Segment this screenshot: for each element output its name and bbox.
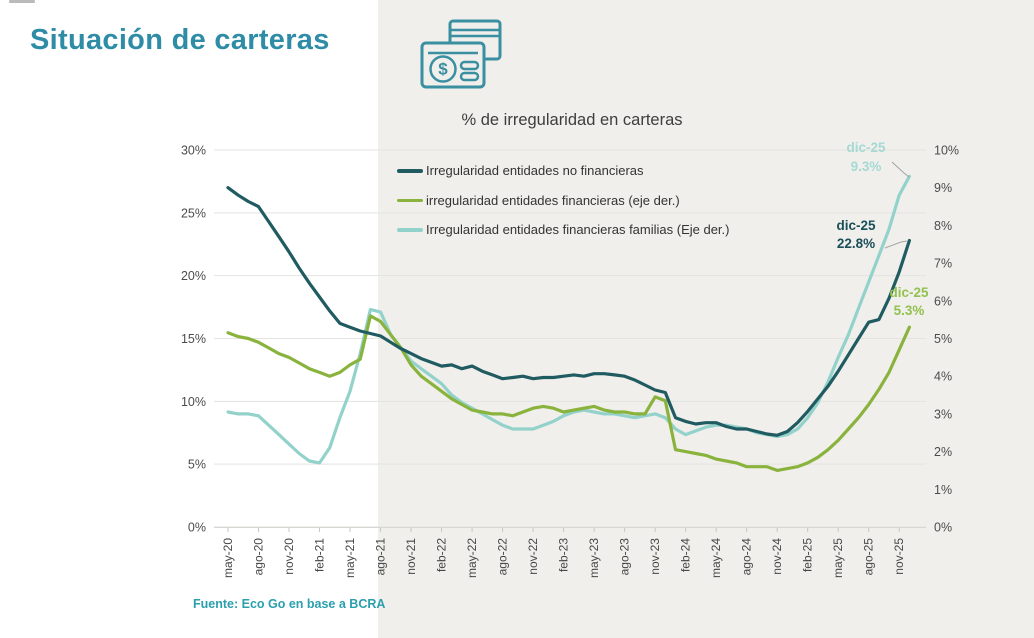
right-axis-tick-label: 2% (934, 445, 952, 459)
legend-swatch (397, 198, 423, 202)
right-axis-tick-label: 9% (934, 181, 952, 195)
legend-swatch (397, 228, 423, 232)
legend-item-1: irregularidad entidades financieras (eje… (397, 186, 730, 216)
left-axis-tick-label: 25% (181, 206, 206, 220)
source-note: Fuente: Eco Go en base a BCRA (193, 597, 386, 611)
annotation-value: 22.8% (837, 236, 875, 251)
left-axis-tick-label: 20% (181, 269, 206, 283)
x-axis-tick-label: feb-21 (313, 538, 327, 572)
x-axis-tick-label: nov-25 (892, 538, 906, 575)
x-axis-tick-label: feb-25 (801, 538, 815, 572)
x-axis-tick-label: feb-22 (435, 538, 449, 572)
series-line-0 (226, 186, 912, 437)
x-axis-tick-label: nov-21 (404, 538, 418, 575)
right-axis-tick-label: 5% (934, 332, 952, 346)
left-axis-tick-label: 10% (181, 395, 206, 409)
x-axis-tick-label: nov-20 (282, 538, 296, 575)
left-axis-tick-label: 0% (188, 521, 206, 535)
x-axis-tick-label: feb-23 (557, 538, 571, 572)
annotation-label: dic-25 (836, 218, 876, 233)
right-axis-tick-label: 8% (934, 219, 952, 233)
left-axis-tick-label: 15% (181, 332, 206, 346)
annotation-leader (884, 240, 908, 249)
series-line-1 (226, 314, 912, 472)
annotation-value: 9.3% (851, 159, 882, 174)
right-axis-tick-label: 7% (934, 257, 952, 271)
credit-cards-icon: $ (420, 19, 502, 89)
annotation-value: 5.3% (894, 303, 925, 318)
x-axis-tick-label: ago-22 (496, 538, 510, 576)
background-band (378, 0, 1034, 638)
x-axis-tick-label: nov-22 (526, 538, 540, 575)
right-axis-tick-label: 10% (934, 144, 959, 158)
x-axis-tick-label: ago-20 (252, 538, 266, 576)
legend-label: irregularidad entidades financieras (eje… (426, 192, 680, 208)
x-axis-tick-label: may-22 (465, 538, 479, 578)
x-axis-tick-label: may-21 (343, 538, 357, 578)
right-axis-tick-label: 4% (934, 370, 952, 384)
x-axis-tick-label: may-25 (831, 538, 845, 578)
x-axis-tick-label: ago-24 (740, 538, 754, 576)
x-axis-tick-label: may-20 (221, 538, 235, 578)
top-edge-artifact (9, 0, 35, 3)
x-axis-tick-label: may-23 (587, 538, 601, 578)
series-line-2 (226, 174, 912, 465)
x-axis-tick-label: nov-23 (648, 538, 662, 575)
left-axis-tick-label: 30% (181, 144, 206, 158)
right-axis-tick-label: 3% (934, 407, 952, 421)
chart-title: % de irregularidad en carteras (461, 111, 683, 129)
page-title: Situación de carteras (30, 24, 330, 56)
x-axis-tick-label: may-24 (709, 538, 723, 578)
annotation-label: dic-25 (846, 140, 886, 155)
x-axis-tick-label: ago-25 (862, 538, 876, 576)
legend-swatch (397, 169, 423, 173)
right-axis-tick-label: 6% (934, 294, 952, 308)
annotation-leader (891, 161, 910, 178)
dollar-glyph: $ (438, 60, 448, 79)
x-axis-tick-label: ago-21 (374, 538, 388, 576)
right-axis-tick-label: 1% (934, 483, 952, 497)
x-axis-tick-label: feb-24 (679, 538, 693, 572)
x-axis-tick-label: nov-24 (770, 538, 784, 575)
legend-label: Irregularidad entidades no financieras (426, 163, 644, 179)
legend-item-2: Irregularidad entidades financieras fami… (397, 215, 730, 245)
legend-label: Irregularidad entidades financieras fami… (426, 222, 730, 238)
left-axis-tick-label: 5% (188, 458, 206, 472)
annotation-label: dic-25 (889, 285, 929, 300)
legend-item-0: Irregularidad entidades no financieras (397, 156, 730, 186)
x-axis-tick-label: ago-23 (618, 538, 632, 576)
chart-legend: Irregularidad entidades no financieras ir… (397, 156, 730, 245)
right-axis-tick-label: 0% (934, 521, 952, 535)
